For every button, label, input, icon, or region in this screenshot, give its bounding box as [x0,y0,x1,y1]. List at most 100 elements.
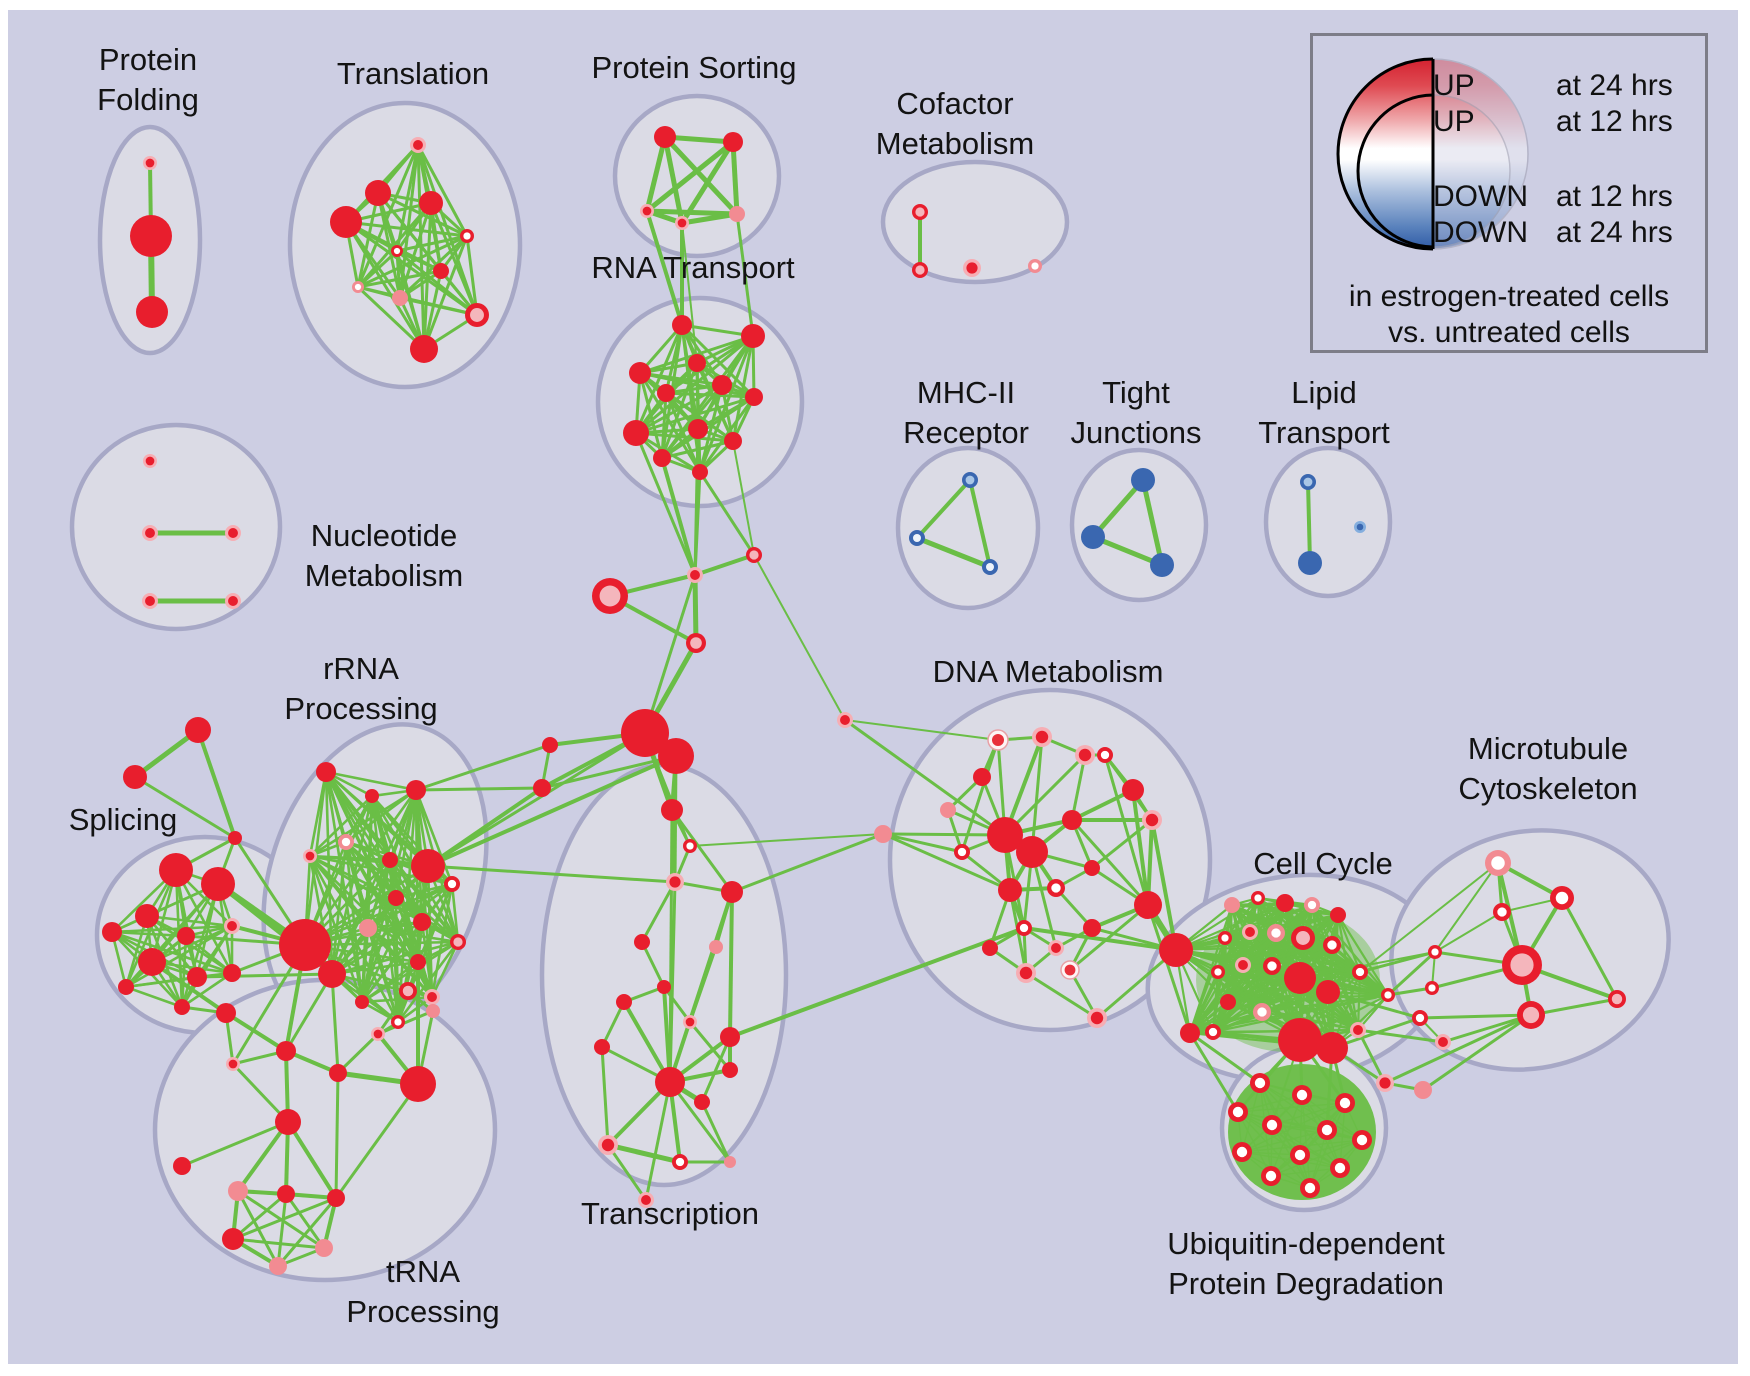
legend-time-label: at 24 hrs [1556,216,1673,249]
node-dna-metabolism-7 [1016,836,1048,868]
node-trna-processing-11 [277,1185,295,1203]
node-rna-transport-3 [688,354,706,372]
edge [693,471,702,576]
edge [334,1083,420,1199]
node-translation-6 [433,263,449,279]
edge [700,1036,732,1103]
edge [1071,788,1134,822]
edge [1237,1094,1303,1113]
node-rrna-processing-10 [388,890,404,906]
node-connectors-2-core [749,550,759,560]
node-dna-metabolism-11-core [957,847,967,857]
edge [1242,943,1333,967]
edge [361,960,419,1004]
edge [1103,754,1150,906]
edge [151,924,233,964]
edge [181,1120,289,1168]
node-connectors-8 [185,717,211,743]
node-translation-10 [410,335,438,363]
edge [344,841,364,1003]
node-rna-transport-8 [688,419,708,439]
node-dna-metabolism-18-core [1051,943,1061,953]
edge [232,1196,337,1241]
node-cell-cycle-11-core [1214,968,1222,976]
node-cell-cycle-16-core [1355,967,1365,977]
node-rrna-processing-8 [318,960,346,988]
edge [360,865,430,1003]
edge [361,995,433,1004]
legend-time-label: at 12 hrs [1556,105,1673,138]
edge [276,1197,338,1267]
node-microtubule-cytoskeleton-8-core [1415,1013,1425,1023]
node-protein-sorting-2-core [642,206,652,216]
node-translation-2 [330,206,362,238]
node-microtubule-cytoskeleton-5-core [1611,993,1623,1005]
node-cofactor-metabolism-1-core [915,265,925,275]
node-translation-9-core [470,308,484,322]
node-protein-folding-2 [136,296,168,328]
label-lipid-transport: Lipid Transport [1258,375,1390,450]
edge [146,914,233,928]
edge [1384,1013,1532,1085]
node-lipid-transport-0-core [1303,477,1313,487]
edge [1189,971,1219,1034]
edge [692,574,699,644]
edge [735,213,755,337]
edge [360,927,370,1003]
edge [396,941,460,1023]
node-splicing-6 [138,948,166,976]
legend-note-line1: in estrogen-treated cells [1348,280,1670,313]
node-trna-processing-4-core [373,1029,383,1039]
node-trna-processing-13 [222,1228,244,1250]
node-rrna-processing-12-core [447,879,457,889]
edge [309,795,373,857]
edge [607,1142,681,1165]
node-tight-junctions-1 [1081,525,1105,549]
node-rrna-processing-15-core [427,992,437,1002]
edge [331,882,453,976]
edge [1241,1151,1341,1169]
node-microtubule-cytoskeleton-10-core [1379,1077,1391,1089]
edge [1217,931,1251,973]
edge [694,553,755,577]
edge [1309,1102,1346,1189]
edge [377,1009,434,1036]
node-ubiquitin-degradation-5-core [1321,1124,1333,1136]
node-dna-metabolism-4 [1122,779,1144,801]
edge [1069,903,1149,972]
node-cell-cycle-3 [1276,894,1294,912]
edge [681,222,698,364]
edge [600,1046,610,1146]
node-rrna-processing-11 [413,913,431,931]
node-cell-cycle-20 [1316,1032,1348,1064]
node-cell-cycle-12-core [1238,960,1248,970]
label-mhc-ii-receptor: MHC-II Receptor [903,375,1029,450]
edge [1030,736,1044,853]
node-cell-cycle-22-core [1384,991,1392,999]
node-mhc-ii-receptor-0-core [965,475,975,485]
node-cofactor-metabolism-0-core [915,207,925,217]
label-translation: Translation [336,56,490,91]
edge [1217,932,1277,973]
edge [665,391,755,399]
edge [1131,789,1150,906]
edge [344,221,426,350]
edge [284,973,334,1052]
node-ubiquitin-degradation-10-core [1265,1170,1277,1182]
edge [356,249,399,289]
node-transcription-6 [657,980,671,994]
edge [1337,914,1389,996]
edge [729,926,1025,1039]
node-trna-processing-9 [173,1157,191,1175]
cluster-protein-sorting-ellipse [612,93,782,259]
edge [450,883,460,943]
node-cell-cycle-1 [1224,897,1240,913]
edge [1359,862,1499,973]
edge [1270,1139,1363,1177]
node-translation-4-core [463,232,471,240]
edge [882,832,1011,892]
label-ubiquitin-degradation: Ubiquitin-dependent Protein Degradation [1167,1226,1445,1301]
node-trna-processing-10 [228,1181,248,1201]
node-transcription-1-core [686,842,694,850]
edge [309,854,429,868]
